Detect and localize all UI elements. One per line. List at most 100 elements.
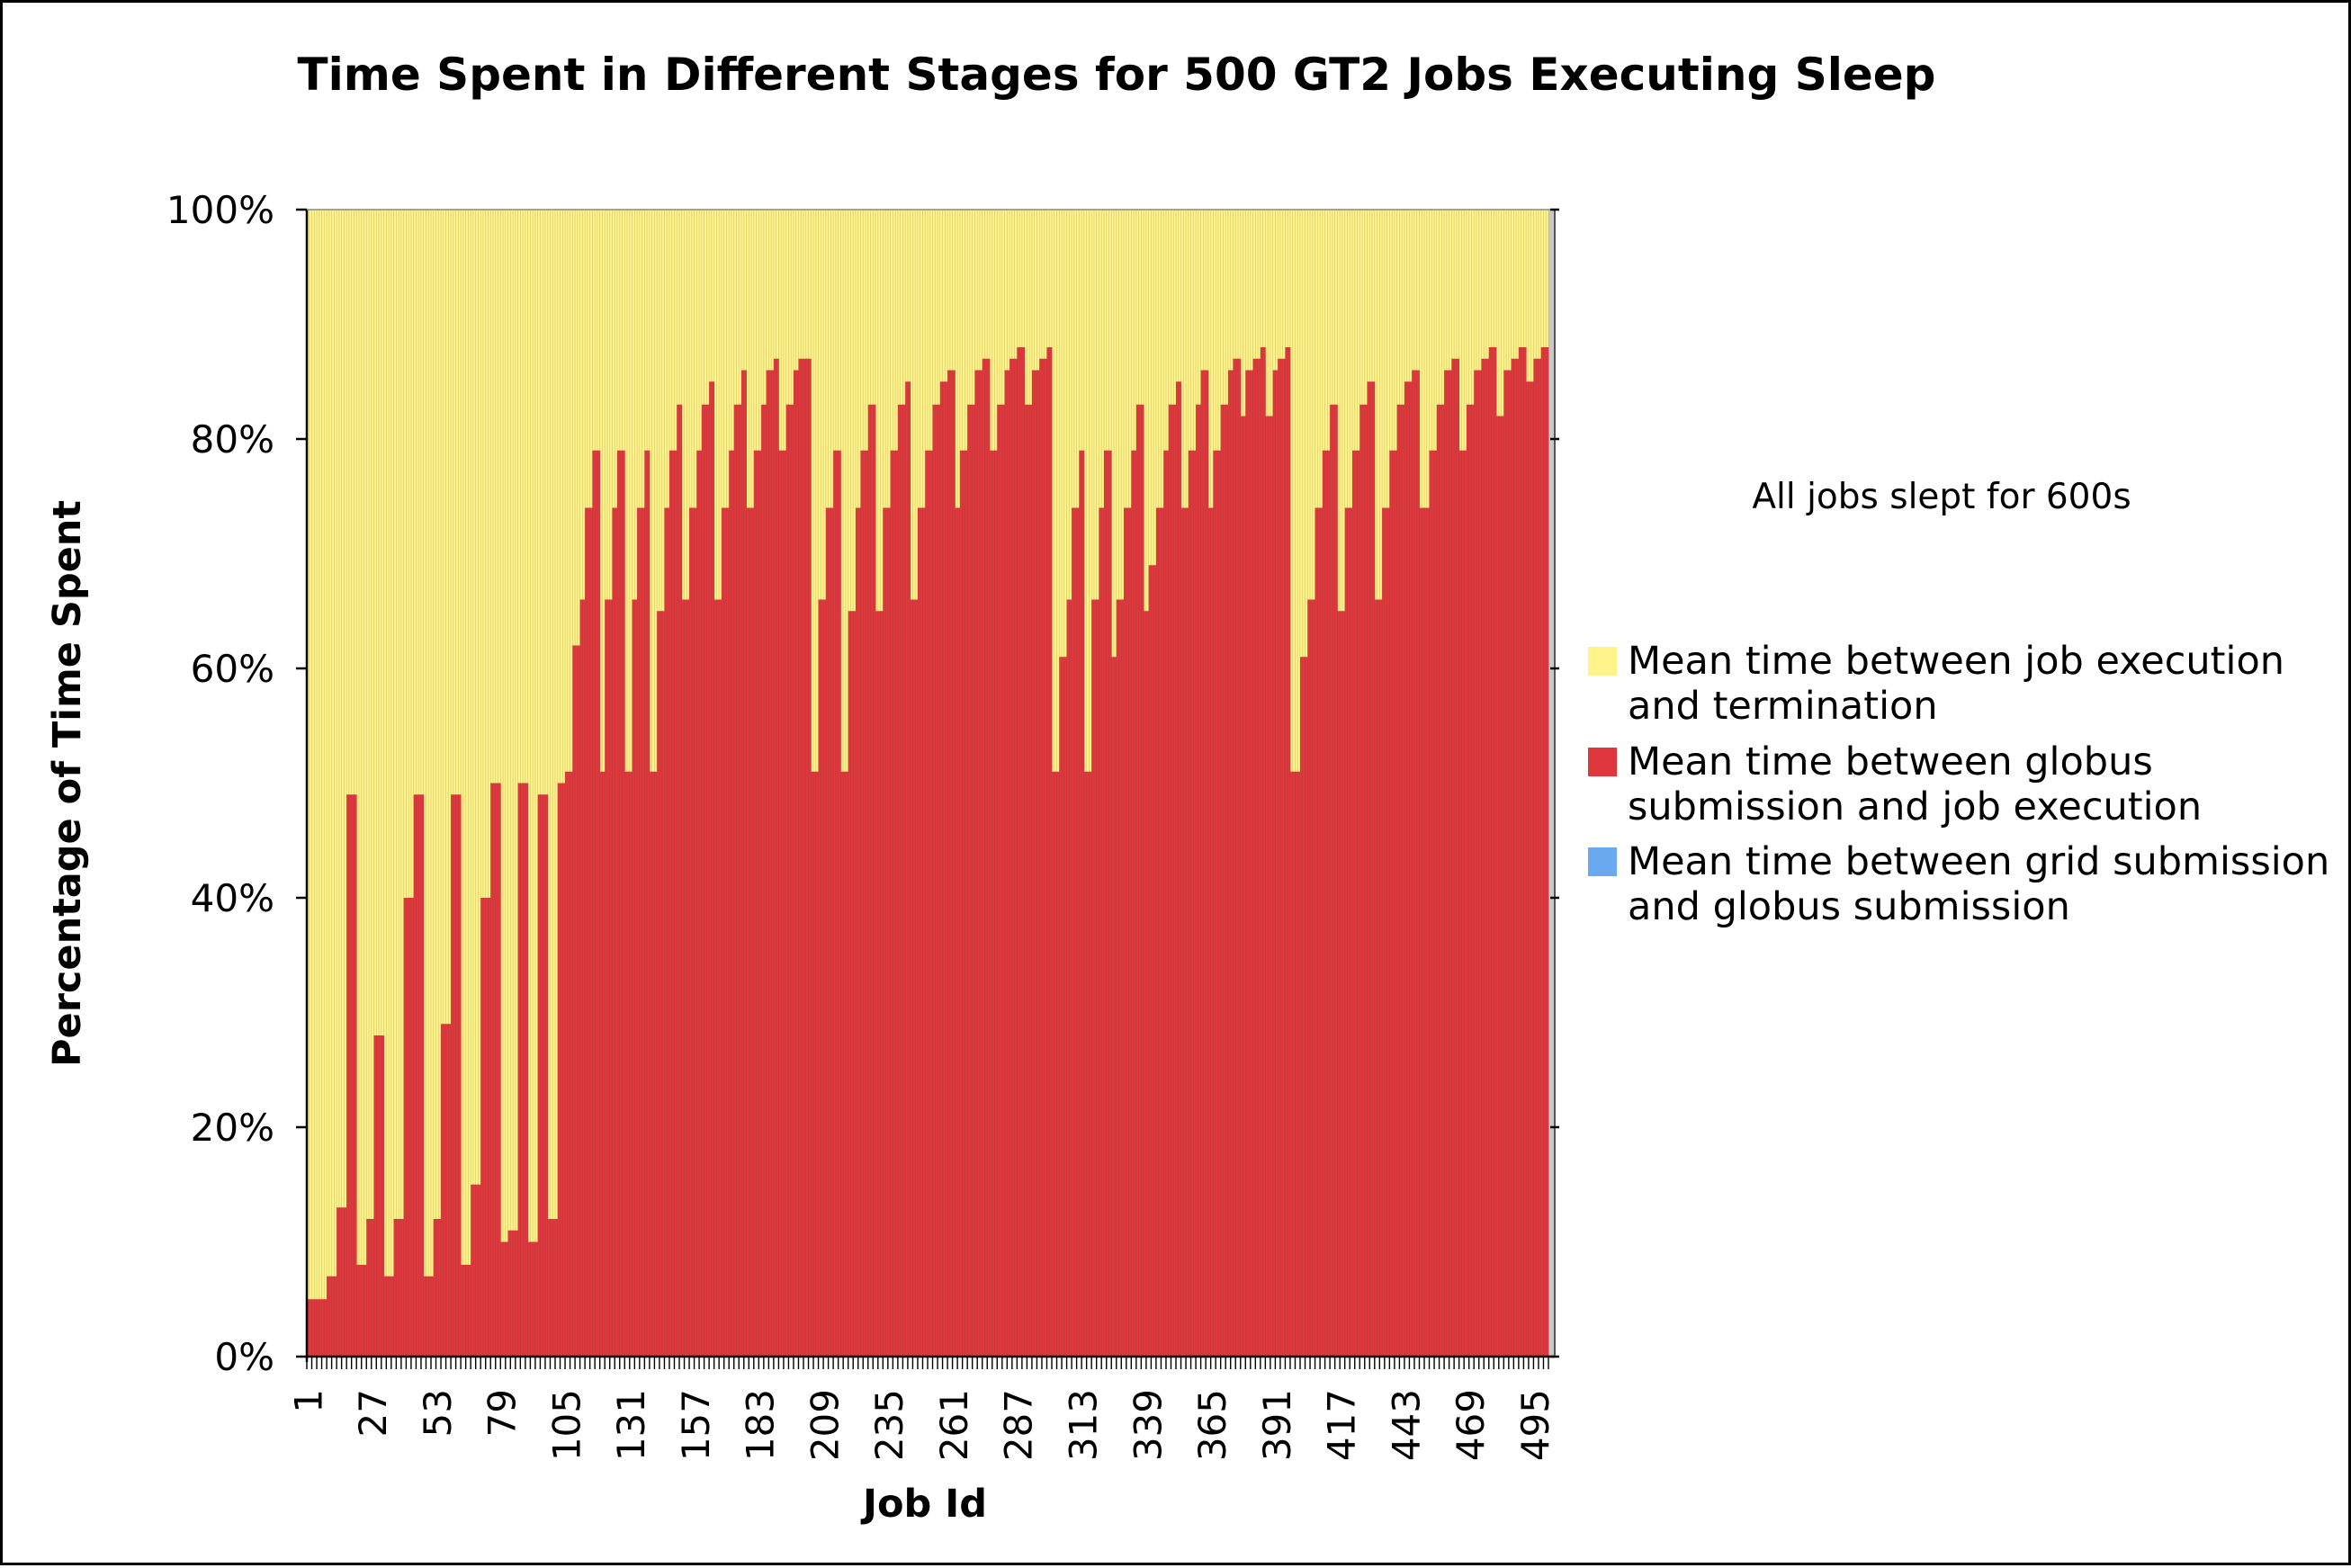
bar-job-262 [955,507,958,1357]
x-tick-label: 495 [1513,1389,1557,1461]
bar-job-221 [853,611,857,1357]
bar-job-317 [1091,599,1095,1357]
bar-job-424 [1357,450,1360,1357]
x-tick-label: 261 [932,1389,976,1461]
x-tick-label: 105 [544,1389,588,1461]
bar-job-465 [1458,450,1462,1357]
bar-job-106 [567,771,570,1357]
plot-side-wall [1548,210,1555,1357]
bar-job-445 [1409,381,1413,1357]
bar-job-167 [719,599,722,1357]
bar-job-121 [605,599,608,1357]
bar-job-276 [990,450,993,1357]
bar-job-158 [696,450,700,1357]
bar-job-312 [1079,450,1082,1357]
bar-job-148 [671,450,675,1357]
bar-job-349 [1171,404,1174,1357]
bar-job-310 [1073,507,1077,1357]
bar-job-90 [527,1241,531,1357]
bar-job-235 [887,507,891,1357]
bar-job-357 [1190,450,1194,1357]
bar-job-240 [900,404,903,1357]
bar-job-237 [893,450,896,1357]
bar-job-58 [448,1024,452,1357]
bar-job-42 [408,898,412,1357]
bar-job-209 [823,599,827,1357]
bar-job-13 [336,1207,340,1357]
bar-job-393 [1279,358,1284,1357]
bar-job-44 [413,794,417,1357]
bar-job-23 [361,1265,364,1357]
bar-job-92 [533,1241,536,1357]
bar-job-229 [873,404,876,1357]
bar-job-383 [1255,358,1259,1357]
legend-swatch [1588,647,1617,676]
bar-job-211 [828,507,831,1357]
bar-job-67 [471,1184,474,1357]
bar-job-133 [634,599,638,1357]
bar-job-71 [480,898,484,1357]
bar-job-437 [1389,450,1393,1357]
bar-job-152 [681,599,685,1357]
bar-job-304 [1059,657,1063,1357]
bar-job-60 [453,794,456,1357]
bar-job-299 [1046,347,1050,1357]
x-tick-label: 1 [286,1389,330,1413]
bar-job-108 [572,645,576,1357]
bar-job-129 [624,771,628,1357]
y-tick-labels: 0% 20% 40% 60% 80% 100% [166,188,274,1379]
bar-job-438 [1392,450,1395,1357]
bar-job-303 [1056,771,1060,1357]
bar-job-50 [428,1276,432,1357]
bar-job-482 [1501,416,1504,1357]
bar-job-285 [1011,358,1015,1357]
bar-job-175 [739,404,742,1357]
bar-job-143 [659,611,663,1357]
bar-job-362 [1203,370,1207,1357]
bar-job-454 [1431,450,1435,1357]
bar-job-334 [1134,450,1137,1357]
bar-job-300 [1049,347,1053,1357]
bar-job-479 [1494,347,1497,1357]
bar-job-101 [555,1219,559,1357]
bar-job-461 [1449,370,1452,1357]
bar-job-124 [612,507,615,1357]
bar-job-423 [1354,450,1358,1357]
x-axis-title: Job Id [860,1482,987,1527]
y-tick-marks [296,208,1559,1362]
bar-job-77 [495,783,498,1357]
bar-job-412 [1327,450,1331,1357]
bar-job-177 [743,370,747,1357]
bar-job-10 [328,1276,332,1357]
bar-job-486 [1511,358,1514,1357]
bar-job-109 [575,645,579,1357]
bar-job-319 [1096,599,1099,1357]
x-tick-label: 209 [803,1389,848,1461]
bar-job-160 [701,404,704,1357]
bar-job-239 [897,404,902,1357]
bar-job-286 [1014,358,1018,1357]
bar-job-43 [410,898,415,1357]
bar-job-263 [957,507,961,1357]
bar-job-30 [379,1035,382,1357]
bar-job-18 [348,794,353,1357]
bar-job-313 [1081,450,1085,1357]
bar-job-490 [1521,347,1524,1357]
bar-job-467 [1464,450,1467,1357]
x-tick-label: 391 [1255,1389,1299,1461]
bar-job-70 [478,1184,481,1357]
bar-job-181 [753,450,757,1357]
bar-job-203 [808,358,812,1357]
bar-job-402 [1302,657,1306,1357]
bar-job-432 [1377,599,1380,1357]
bar-job-1 [307,1299,310,1357]
bar-job-26 [369,1219,372,1357]
bar-job-75 [490,783,494,1357]
bar-job-98 [547,1219,551,1357]
bar-job-5 [317,1299,320,1357]
bar-job-265 [962,450,965,1357]
bar-job-277 [992,450,995,1357]
bar-job-278 [994,450,998,1357]
